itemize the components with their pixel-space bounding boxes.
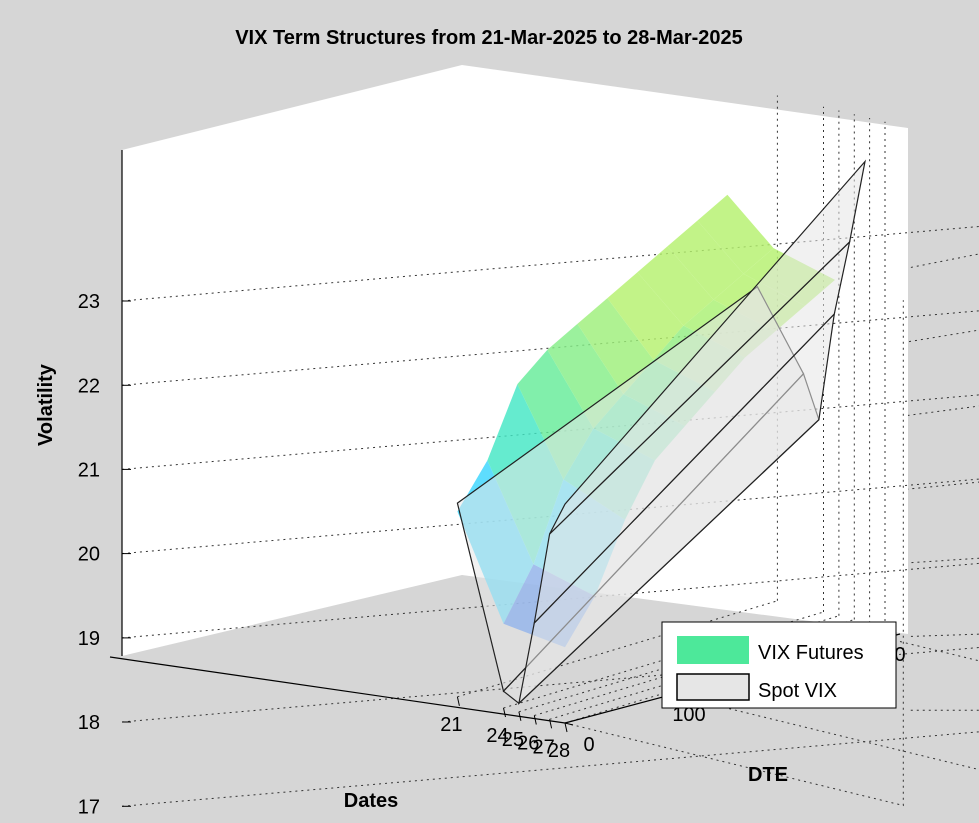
z-tick-label: 23 (78, 291, 100, 313)
x-axis-line (109, 656, 566, 724)
y-tick-mark (564, 722, 574, 726)
x-tick-label: 24 (486, 725, 508, 747)
x-axis-label: Dates (344, 790, 398, 812)
legend-swatch-spot-vix (676, 673, 750, 701)
x-gridline (564, 626, 886, 724)
z-tick-labels: 17 18 19 20 21 22 23 (78, 291, 131, 818)
z-tick-label: 18 (78, 712, 100, 734)
vix-futures-patch (637, 246, 714, 326)
z-tick-label: 22 (78, 375, 100, 397)
x-tick-mark (503, 707, 506, 718)
z-axis-label: Volatility (35, 363, 57, 446)
y-tick-label: 0 (583, 734, 594, 756)
z-tick-label: 21 (78, 459, 100, 481)
x-tick-mark (533, 715, 537, 725)
legend-label-vix-futures: VIX Futures (758, 642, 864, 664)
x-tick-mark (518, 711, 522, 721)
z-tick-label: 19 (78, 628, 100, 650)
x-tick-mark (549, 719, 553, 729)
z-tick-label: 17 (78, 796, 100, 818)
x-gridline (534, 619, 855, 716)
z-tick-label: 20 (78, 544, 100, 566)
x-tick-label: 27 (532, 736, 554, 758)
x-tick-mark (456, 696, 460, 706)
y-gridline (564, 300, 904, 807)
legend: VIX Futures Spot VIX (661, 621, 897, 709)
x-tick-label: 25 (502, 729, 524, 751)
x-tick-label: 28 (548, 740, 570, 762)
spot-vix-surface (456, 159, 867, 706)
y-axis-label: DTE (748, 764, 788, 786)
x-tick-label: 26 (517, 733, 539, 755)
legend-swatch-vix-futures (677, 636, 749, 664)
vix-futures-patch (607, 272, 684, 360)
y-tick-label: 100 (672, 704, 705, 726)
x-gridline (549, 622, 870, 720)
x-gridline (503, 611, 824, 709)
vix-futures-patch (577, 298, 654, 395)
vix-futures-patch (697, 194, 774, 274)
legend-label-spot-vix: Spot VIX (758, 680, 837, 702)
x-tick-mark (564, 722, 568, 733)
spot-vix-patch (549, 159, 867, 535)
vix-futures-patch (667, 220, 744, 300)
x-tick-label: 21 (440, 714, 462, 736)
x-gridline (518, 615, 840, 713)
chart-title: VIX Term Structures from 21-Mar-2025 to … (235, 27, 743, 49)
